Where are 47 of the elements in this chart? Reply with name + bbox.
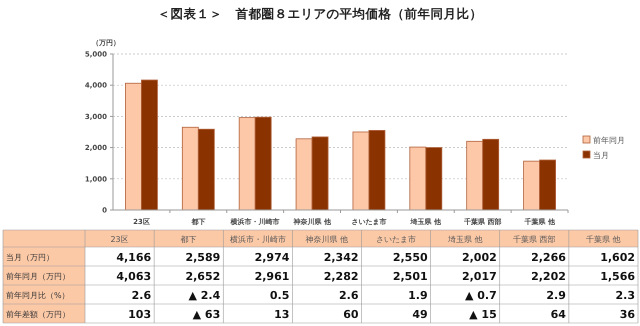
legend-label: 当月: [593, 151, 609, 160]
text: 2,550: [392, 251, 428, 264]
category-label: 23区: [110, 235, 129, 244]
category-label: 都下: [180, 235, 197, 244]
text: 2.3: [616, 289, 635, 302]
text: ▲ 63: [192, 308, 220, 321]
text: ▲ 15: [469, 308, 497, 321]
category-label: さいたま市: [376, 235, 416, 244]
text: 2,501: [392, 270, 428, 283]
text: 2,342: [324, 251, 358, 264]
text: 49: [412, 308, 428, 321]
text: 2,589: [185, 251, 220, 264]
legend-label: 前年同月: [593, 136, 625, 145]
text: ▲ 2.4: [188, 289, 221, 302]
category-label: 千葉県 他: [586, 235, 621, 244]
text: 2,002: [462, 251, 497, 264]
text: 64: [550, 308, 566, 321]
category-label: 埼玉県 他: [448, 235, 482, 244]
text: 2.6: [132, 289, 152, 302]
text: 2,017: [462, 270, 497, 283]
category-label: 神奈川県 他: [306, 235, 348, 244]
text: 1,602: [600, 251, 635, 264]
text: 2,202: [531, 270, 566, 283]
text: 前年同月比（%）: [6, 291, 70, 300]
text: 60: [343, 308, 359, 321]
text: 2.6: [339, 289, 359, 302]
text: 当月（万円）: [6, 253, 54, 262]
chart-title: ＜図表１＞ 首都圏８エリアの平均価格（前年同月比）: [158, 6, 482, 21]
text: 4,063: [116, 270, 152, 283]
text: 1,566: [600, 270, 636, 283]
text: 2,652: [185, 270, 220, 283]
text: 2.9: [546, 289, 566, 302]
text: 前年同月（万円）: [6, 272, 70, 281]
text: 2,282: [324, 270, 358, 283]
text: 36: [620, 308, 636, 321]
text: 2,266: [531, 251, 566, 264]
text: ▲ 0.7: [464, 289, 497, 302]
text: 4,166: [116, 251, 152, 264]
text: 前年差額（万円）: [6, 310, 70, 319]
category-label: 千葉県 西部: [513, 235, 556, 244]
text: 1.9: [408, 289, 428, 302]
text: 103: [128, 308, 152, 321]
text: 13: [274, 308, 290, 321]
text: 2,961: [254, 270, 290, 283]
text: 0.5: [270, 289, 290, 302]
category-label: 横浜市・川崎市: [230, 235, 286, 244]
text: 2,974: [254, 251, 290, 264]
